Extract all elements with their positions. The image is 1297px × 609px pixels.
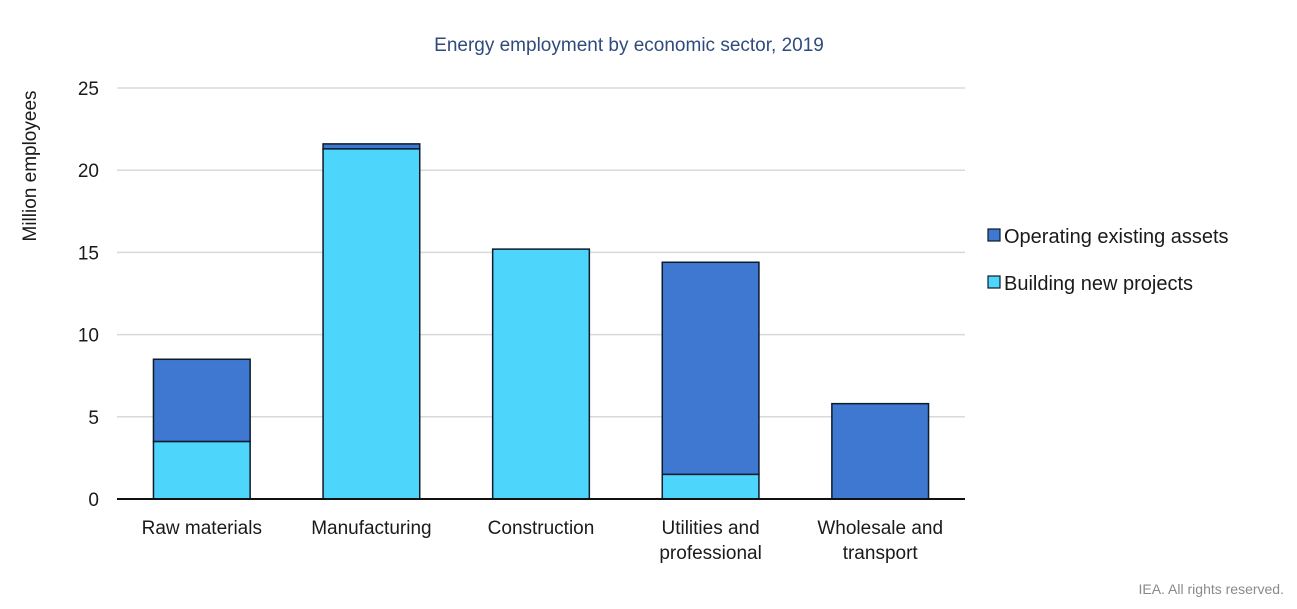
x-tick-label-line: Construction [488,518,595,539]
y-tick-label: 0 [88,490,99,511]
bar-building-new-projects [152,440,251,500]
bar-building-new-projects [491,248,591,500]
x-tick-label: Manufacturing [311,518,431,539]
y-tick-label: 25 [78,79,99,100]
x-tick-label: Raw materials [142,518,262,539]
x-tick-labels: Raw materials Manufacturing Construction Ut… [142,518,943,564]
x-tick-label-line: transport [843,543,919,564]
x-tick-label-line: Manufacturing [311,518,431,539]
legend: Operating existing assets Building new pr… [987,226,1229,295]
x-tick-label-line: Raw materials [142,518,262,539]
credit-text: IEA. All rights reserved. [1138,581,1284,597]
y-tick-label: 10 [78,326,99,347]
legend-swatch [987,275,1001,289]
y-axis-label: Million employees [20,90,41,241]
bars [152,143,930,500]
x-tick-label-line: Wholesale and [817,518,943,539]
x-tick-label: Wholesale and transport [817,518,943,564]
y-tick-label: 20 [78,161,99,182]
bar-operating-existing-assets [322,143,421,150]
bar-building-new-projects [322,148,421,500]
bar-operating-existing-assets [831,402,930,500]
legend-label: Operating existing assets [1004,226,1229,248]
y-tick-label: 5 [88,408,99,429]
bar-building-new-projects [661,473,760,500]
legend-label: Building new projects [1004,273,1193,295]
legend-swatch [987,228,1001,242]
bar-operating-existing-assets [661,261,760,476]
x-tick-label-line: professional [659,543,761,564]
y-tick-label: 15 [78,243,99,264]
x-tick-label: Utilities and professional [659,518,761,564]
x-tick-label-line: Utilities and [661,518,759,539]
x-tick-label: Construction [488,518,595,539]
bar-operating-existing-assets [152,358,251,443]
chart-title: Energy employment by economic sector, 20… [434,35,824,56]
y-tick-labels: 0 5 10 15 20 25 [78,79,99,511]
